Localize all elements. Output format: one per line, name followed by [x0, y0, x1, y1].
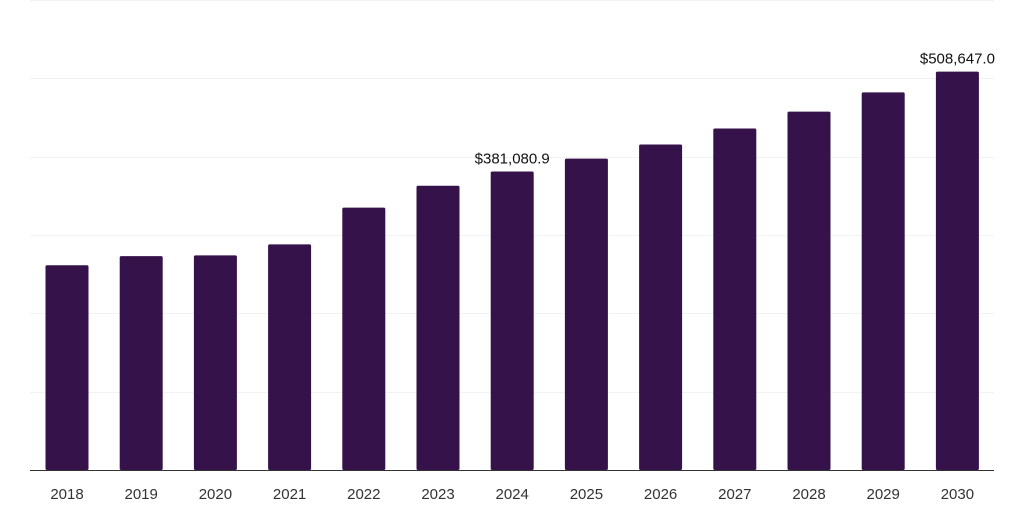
bar-2029	[861, 92, 905, 471]
x-tick-label: 2030	[941, 486, 974, 503]
bar-2024	[490, 171, 534, 470]
bar-2028	[787, 111, 831, 470]
bar-2022	[342, 207, 386, 470]
bar-2025	[564, 158, 608, 470]
x-tick-label: 2025	[570, 486, 603, 503]
bar-2019	[119, 256, 163, 470]
x-tick-label: 2026	[644, 486, 677, 503]
data-labels: $381,080.9 $508,647.0	[475, 51, 995, 168]
x-tick-label: 2022	[347, 486, 380, 503]
bar-2021	[268, 244, 312, 470]
x-tick-label: 2019	[125, 486, 158, 503]
bar-2023	[416, 185, 460, 470]
x-tick-label: 2020	[199, 486, 232, 503]
x-axis-tick-labels: 2018 2019 2020 2021 2022 2023 2024 2025 2026 2027…	[50, 486, 974, 503]
bar-2026	[639, 144, 683, 470]
bars	[45, 71, 979, 471]
bar-2030	[935, 71, 979, 470]
x-tick-label: 2018	[50, 486, 83, 503]
data-label-2030: $508,647.0	[920, 51, 995, 68]
data-label-2024: $381,080.9	[475, 151, 550, 168]
bar-2020	[193, 255, 237, 470]
x-tick-label: 2023	[421, 486, 454, 503]
bar-2018	[45, 265, 89, 470]
x-tick-label: 2021	[273, 486, 306, 503]
x-tick-label: 2029	[867, 486, 900, 503]
x-tick-label: 2024	[496, 486, 529, 503]
x-tick-label: 2028	[792, 486, 825, 503]
bar-2027	[713, 128, 757, 470]
x-tick-label: 2027	[718, 486, 751, 503]
